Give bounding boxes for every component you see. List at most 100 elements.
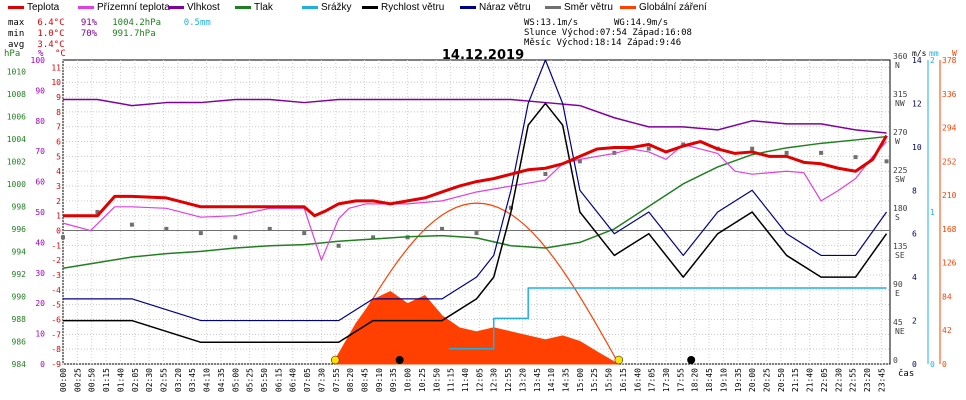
temperature-tick: 2 xyxy=(56,197,61,206)
astro-panel: WS:13.1m/s WG:14.9m/s Slunce Východ:07:54… xyxy=(524,18,692,48)
direction-point xyxy=(302,231,307,236)
temperature-tick: 9 xyxy=(56,93,61,102)
pressure-tick: 988 xyxy=(12,315,27,324)
x-tick-label: 19:35 xyxy=(734,368,743,392)
x-tick-label: 20:00 xyxy=(748,368,757,392)
direction-point xyxy=(233,235,238,240)
temperature-tick: -8 xyxy=(51,345,61,354)
x-tick-label: 04:10 xyxy=(203,368,212,392)
x-tick-label: 15:50 xyxy=(605,368,614,392)
humidity-tick: 30 xyxy=(35,269,45,278)
radiation-clear-sky-arc xyxy=(334,202,620,365)
x-tick-label: 22:30 xyxy=(834,368,843,392)
direction-point xyxy=(95,210,100,214)
x-axis-label: čas xyxy=(898,368,914,379)
legend-swatch xyxy=(362,5,378,9)
x-tick-label: 09:35 xyxy=(389,368,398,392)
humidity-axis-title: % xyxy=(38,49,44,59)
sun-times: Slunce Východ:07:54 Západ:16:08 xyxy=(524,28,692,38)
direction-label: E xyxy=(895,289,900,298)
moon-times: Měsíc Východ:18:14 Západ:9:46 xyxy=(524,38,682,48)
legend-label: Srážky xyxy=(321,2,352,13)
direction-tick: 225 xyxy=(893,166,908,175)
temperature-tick: 1 xyxy=(56,212,61,221)
x-tick-label: 15:00 xyxy=(576,368,585,392)
temperature-tick: -3 xyxy=(51,271,61,280)
x-tick-label: 01:15 xyxy=(102,368,111,392)
temperature-tick: -2 xyxy=(51,256,61,265)
x-tick-label: 13:20 xyxy=(518,368,527,392)
x-tick-label: 00:25 xyxy=(73,368,82,392)
avg-temp: 3.4°C xyxy=(37,40,65,50)
x-tick-label: 08:20 xyxy=(346,368,355,392)
rain-tick: 2 xyxy=(930,56,935,65)
x-tick-label: 07:30 xyxy=(317,368,326,392)
wind-tick: 12 xyxy=(912,99,922,108)
direction-label: W xyxy=(895,137,900,146)
radiation-tick: 294 xyxy=(942,124,957,133)
legend-label: Globální záření xyxy=(639,2,707,13)
x-tick-label: 18:45 xyxy=(705,368,714,392)
rain-tick: 1 xyxy=(930,208,935,217)
direction-tick: 360 xyxy=(893,52,908,61)
sun-marker xyxy=(330,355,340,365)
legend-swatch xyxy=(460,5,476,9)
legend-label: Teplota xyxy=(27,2,60,13)
x-tick-label: 06:15 xyxy=(274,368,283,392)
humidity-tick: 10 xyxy=(35,330,45,339)
direction-point xyxy=(474,231,479,236)
x-tick-label: 21:40 xyxy=(806,368,815,392)
legend-label: Tlak xyxy=(254,2,273,13)
max-press: 1004.2hPa xyxy=(112,18,162,28)
max-hum: 91% xyxy=(80,18,98,28)
radiation-tick: 42 xyxy=(942,326,952,335)
x-tick-label: 00:00 xyxy=(59,368,68,392)
radiation-tick: 378 xyxy=(942,56,957,65)
direction-tick: 315 xyxy=(893,90,908,99)
legend-swatch xyxy=(235,5,251,9)
x-tick-label: 12:55 xyxy=(504,368,513,392)
direction-label: NW xyxy=(895,99,905,108)
x-tick-label: 05:00 xyxy=(231,368,240,392)
legend-item: Teplota xyxy=(8,2,59,13)
min-press: 991.7hPa xyxy=(112,29,156,39)
radiation-tick: 0 xyxy=(942,360,947,369)
direction-point xyxy=(784,150,789,155)
radiation-area xyxy=(334,291,620,365)
direction-point xyxy=(577,159,582,164)
x-tick-label: 17:55 xyxy=(676,368,685,392)
direction-point xyxy=(198,231,203,236)
radiation-tick: 336 xyxy=(942,90,957,99)
x-tick-label: 04:35 xyxy=(217,368,226,392)
wg-value: WG:14.9m/s xyxy=(614,18,669,28)
legend-item: Náraz větru xyxy=(460,2,531,13)
x-tick-label: 07:05 xyxy=(303,368,312,392)
x-tick-label: 23:45 xyxy=(877,368,886,392)
x-tick-label: 02:55 xyxy=(160,368,169,392)
direction-tick: 0 xyxy=(893,356,898,365)
x-tick-label: 03:20 xyxy=(174,368,183,392)
legend-swatch xyxy=(78,5,94,9)
x-tick-label: 06:40 xyxy=(289,368,298,392)
pressure-line xyxy=(62,135,887,270)
radiation-tick: 210 xyxy=(942,191,957,200)
x-tick-label: 05:25 xyxy=(246,368,255,392)
humidity-tick: 60 xyxy=(35,178,45,187)
humidity-tick: 0 xyxy=(40,360,45,369)
x-tick-label: 14:35 xyxy=(562,368,571,392)
direction-label: SE xyxy=(895,251,905,260)
plot-frame xyxy=(62,59,891,365)
legend-item: Tlak xyxy=(235,2,273,13)
direction-label: S xyxy=(895,213,900,222)
wind-tick: 14 xyxy=(912,56,922,65)
avg-label: avg xyxy=(8,40,25,50)
x-tick-label: 11:15 xyxy=(447,368,456,392)
x-tick-label: 00:50 xyxy=(88,368,97,392)
legend-swatch xyxy=(168,5,184,9)
wind-tick: 2 xyxy=(912,317,917,326)
direction-label: N xyxy=(895,61,900,70)
min-hum: 70% xyxy=(80,29,98,39)
rain-axis-title: mm xyxy=(929,49,939,58)
x-tick-label: 05:50 xyxy=(260,368,269,392)
direction-tick: 135 xyxy=(893,242,908,251)
